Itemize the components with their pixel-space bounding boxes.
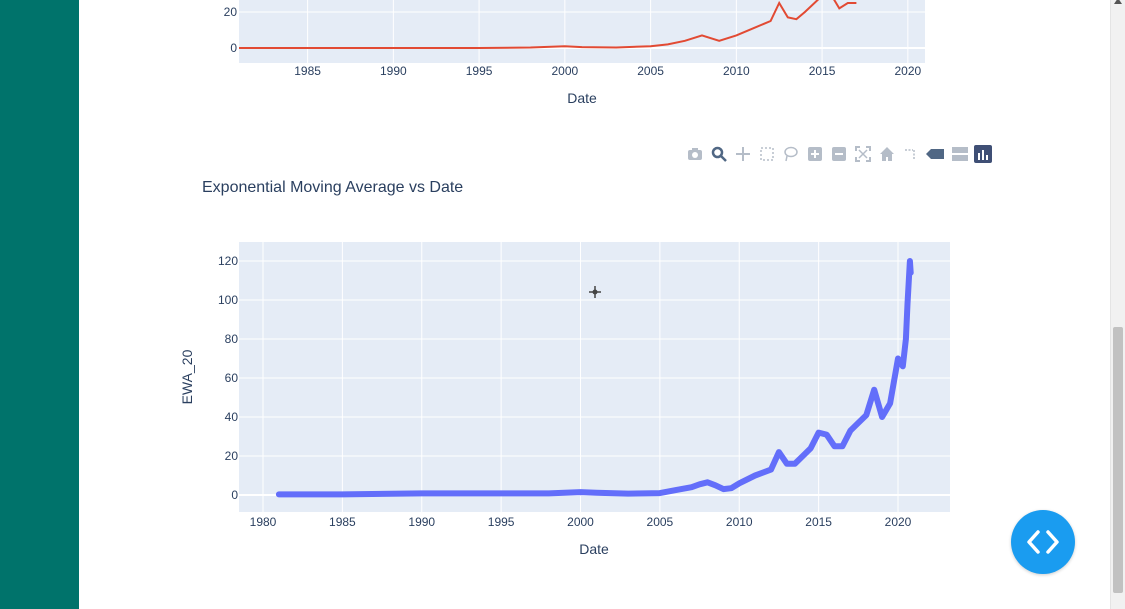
x-tick-label: 1990 [380, 64, 407, 78]
ewa-y-axis-title: EWA_20 [179, 349, 195, 404]
scrollbar[interactable] [1110, 0, 1125, 609]
y-tick-label: 100 [218, 293, 238, 307]
x-tick-label: 1990 [408, 515, 435, 529]
x-tick-label: 2005 [647, 515, 674, 529]
y-tick-label: 20 [225, 449, 239, 463]
plotly-logo-icon[interactable] [974, 145, 992, 163]
y-tick-label: 60 [225, 371, 239, 385]
reset-axes-icon[interactable] [878, 145, 896, 163]
hover-compare-icon[interactable] [950, 145, 968, 163]
ewa-series-line [275, 258, 914, 498]
x-tick-label: 2000 [567, 515, 594, 529]
x-tick-label: 2000 [551, 64, 578, 78]
x-tick-label: 1980 [250, 515, 277, 529]
lasso-select-icon[interactable] [782, 145, 800, 163]
y-tick-label: 0 [231, 488, 238, 502]
x-tick-label: 1985 [294, 64, 321, 78]
plotly-modebar [686, 145, 998, 163]
zoom-out-icon[interactable] [830, 145, 848, 163]
x-tick-label: 1985 [329, 515, 356, 529]
x-tick-label: 2020 [894, 64, 921, 78]
crosshair-cursor-icon [589, 286, 601, 298]
zoom-icon[interactable] [710, 145, 728, 163]
x-tick-label: 1995 [488, 515, 515, 529]
x-tick-label: 2010 [726, 515, 753, 529]
ewa-x-axis-title: Date [579, 541, 609, 557]
x-tick-label: 2010 [723, 64, 750, 78]
y-tick-label: 20 [224, 5, 238, 19]
pan-icon[interactable] [734, 145, 752, 163]
ewa-plot-area [239, 242, 950, 512]
top-chart: 1985 1990 1995 2000 2005 2010 2015 2020 0 20 Date [224, 0, 925, 106]
x-tick-label: 2020 [885, 515, 912, 529]
scroll-up-arrow-icon[interactable] [1114, 0, 1122, 4]
ewa-chart: Exponential Moving Average vs Date 1980 1… [179, 179, 950, 557]
spike-lines-icon[interactable] [902, 145, 920, 163]
code-icon [1027, 530, 1059, 554]
chart-title: Exponential Moving Average vs Date [202, 179, 463, 196]
y-tick-label: 0 [230, 41, 237, 55]
box-select-icon[interactable] [758, 145, 776, 163]
y-tick-label: 120 [218, 254, 238, 268]
hover-closest-icon[interactable] [926, 145, 944, 163]
x-tick-label: 2015 [805, 515, 832, 529]
top-x-axis-title: Date [567, 90, 597, 106]
y-tick-label: 80 [225, 332, 239, 346]
x-tick-label: 1995 [466, 64, 493, 78]
scrollbar-thumb[interactable] [1113, 327, 1123, 593]
top-series-line [239, 0, 857, 49]
top-plot-area [239, 0, 925, 63]
zoom-in-icon[interactable] [806, 145, 824, 163]
x-tick-label: 2005 [637, 64, 664, 78]
autoscale-icon[interactable] [854, 145, 872, 163]
sidebar [0, 0, 79, 609]
code-toggle-button[interactable] [1011, 510, 1075, 574]
camera-icon[interactable] [686, 145, 704, 163]
x-tick-label: 2015 [809, 64, 836, 78]
y-tick-label: 40 [225, 410, 239, 424]
